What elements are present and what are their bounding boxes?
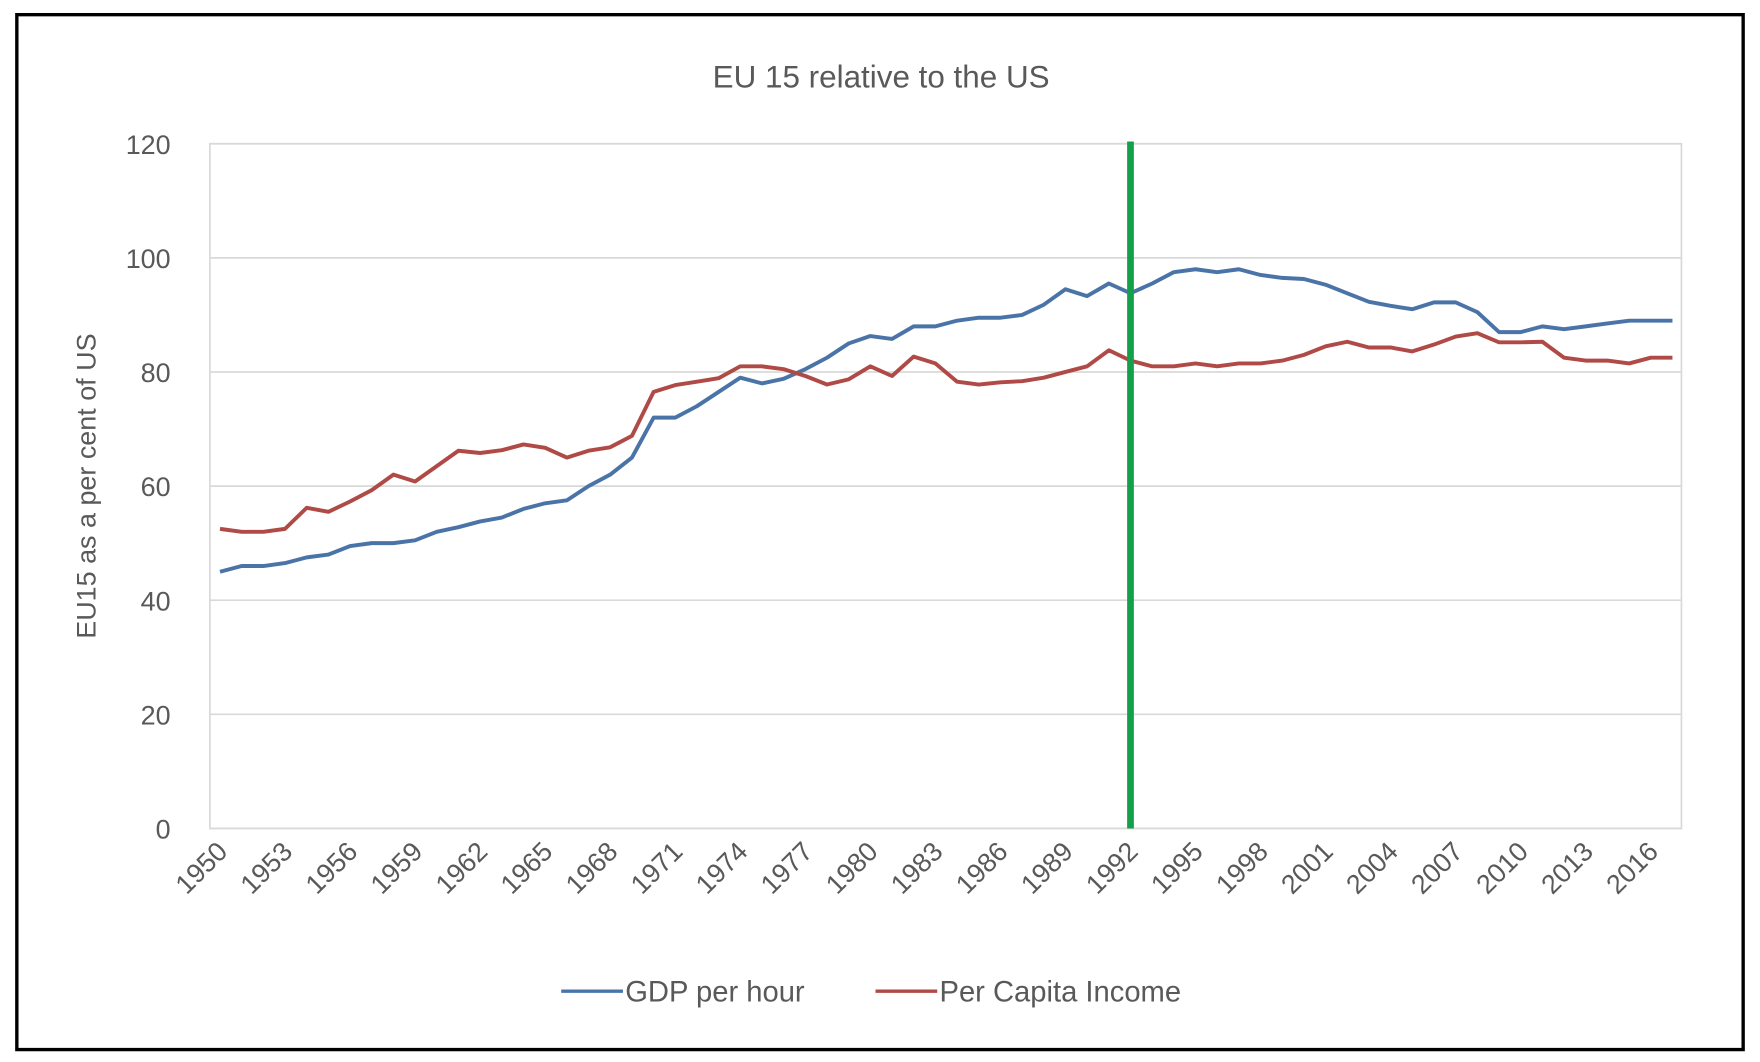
y-tick-label: 120	[126, 130, 171, 160]
legend-label-per-capita-income: Per Capita Income	[939, 976, 1181, 1008]
legend: GDP per hour Per Capita Income	[561, 976, 1181, 1008]
series-line-gdp-per-hour	[219, 267, 1673, 574]
y-tick-label: 80	[141, 358, 171, 388]
y-axis-label: EU15 as a per cent of US	[71, 333, 101, 638]
y-tick-label: 100	[126, 244, 171, 274]
series-line-per-capita-income	[219, 331, 1673, 534]
y-tick-label: 20	[141, 700, 171, 730]
y-tick-label: 40	[141, 586, 171, 616]
y-tick-label: 60	[141, 472, 171, 502]
chart-title: EU 15 relative to the US	[713, 60, 1050, 95]
chart-border	[15, 12, 1745, 1052]
y-tick-label: 0	[156, 815, 171, 845]
legend-label-gdp-per-hour: GDP per hour	[625, 976, 805, 1008]
